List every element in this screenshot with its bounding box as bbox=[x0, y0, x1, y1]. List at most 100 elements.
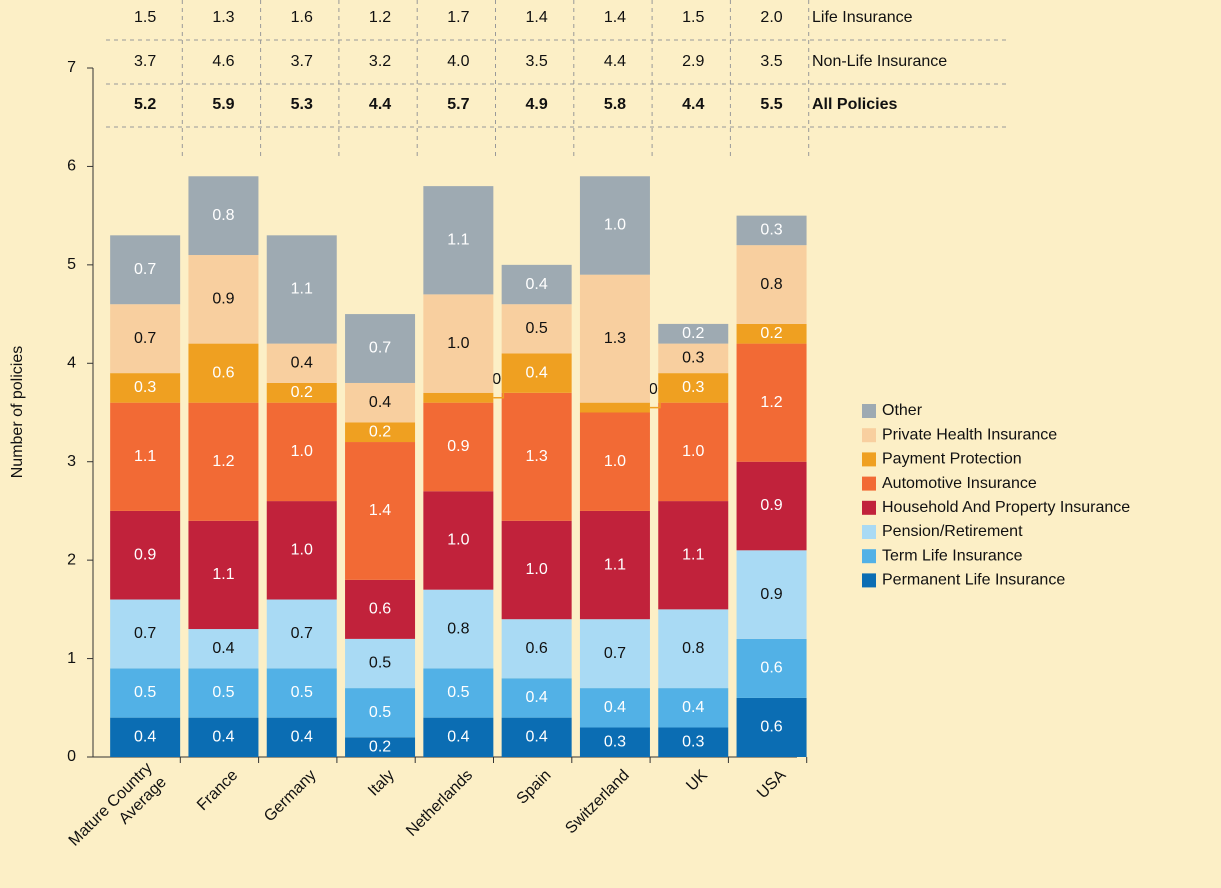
data-label: 0.9 bbox=[134, 546, 156, 563]
data-label: 0.4 bbox=[212, 729, 234, 746]
data-label: 0.2 bbox=[291, 384, 313, 401]
legend-swatch bbox=[862, 404, 876, 418]
data-label: 0.7 bbox=[134, 625, 156, 642]
table-cell: 1.3 bbox=[212, 9, 234, 26]
table-cell: 5.5 bbox=[760, 96, 782, 113]
table-row-label: Life Insurance bbox=[812, 9, 913, 26]
data-label: 0.9 bbox=[212, 291, 234, 308]
bar-segment bbox=[188, 520, 259, 630]
bar-segment bbox=[501, 619, 572, 679]
legend-swatch bbox=[862, 500, 876, 515]
data-label: 1.3 bbox=[526, 448, 548, 465]
bar-segment bbox=[110, 599, 181, 669]
y-tick-label: 4 bbox=[67, 355, 76, 372]
data-label: 0.4 bbox=[526, 689, 548, 706]
legend-label: Automotive Insurance bbox=[882, 475, 1037, 492]
legend-label: Pension/Retirement bbox=[882, 523, 1023, 540]
bar-segment bbox=[188, 343, 259, 403]
x-tick-label: USA bbox=[754, 767, 790, 803]
y-axis-label: Number of policies bbox=[9, 346, 26, 479]
bar-segment bbox=[188, 629, 259, 669]
data-label: 0.4 bbox=[291, 355, 313, 372]
data-label: 1.0 bbox=[291, 443, 313, 460]
bar-segment bbox=[345, 579, 416, 639]
data-label: 0.4 bbox=[369, 394, 391, 411]
legend-swatch bbox=[862, 525, 876, 539]
table-cell: 1.2 bbox=[369, 9, 391, 26]
bar-segment bbox=[501, 304, 572, 354]
bar-segment bbox=[188, 402, 259, 521]
bar-segment bbox=[423, 589, 494, 669]
bar-segment bbox=[266, 343, 337, 383]
legend-swatch bbox=[862, 452, 876, 467]
table-cell: 3.5 bbox=[526, 53, 548, 70]
table-cell: 3.7 bbox=[134, 53, 156, 70]
data-label: 1.0 bbox=[604, 453, 626, 470]
table-cell: 5.9 bbox=[212, 96, 234, 113]
y-tick-label: 3 bbox=[67, 453, 76, 470]
legend-swatch bbox=[862, 573, 876, 588]
data-label: 0.8 bbox=[212, 207, 234, 224]
bar-segment bbox=[423, 491, 494, 590]
data-label: 0.4 bbox=[134, 729, 156, 746]
data-label: 0.7 bbox=[134, 330, 156, 347]
x-tick-label: Germany bbox=[261, 767, 320, 826]
y-tick-label: 7 bbox=[67, 59, 76, 76]
table-cell: 1.5 bbox=[134, 9, 156, 26]
bar-segment bbox=[501, 678, 572, 718]
legend-label: Payment Protection bbox=[882, 451, 1022, 468]
table-cell: 4.4 bbox=[604, 53, 626, 70]
y-tick-label: 5 bbox=[67, 256, 76, 273]
data-label: 1.1 bbox=[604, 556, 626, 573]
bar-segment bbox=[736, 323, 807, 344]
legend-label: Household And Property Insurance bbox=[882, 499, 1130, 516]
bar-segment bbox=[501, 392, 572, 521]
data-label: 0.2 bbox=[369, 423, 391, 440]
bar-segment bbox=[110, 304, 181, 374]
y-tick-label: 6 bbox=[67, 158, 76, 175]
bar-segment bbox=[110, 235, 181, 305]
table-cell: 4.9 bbox=[526, 96, 548, 113]
data-label: 0.9 bbox=[447, 438, 469, 455]
bar-segment bbox=[501, 520, 572, 620]
data-label: 0.3 bbox=[134, 379, 156, 396]
data-label: 0.5 bbox=[526, 320, 548, 337]
data-label: 0.3 bbox=[682, 733, 704, 750]
table-cell: 1.5 bbox=[682, 9, 704, 26]
data-label: 0.4 bbox=[447, 729, 469, 746]
bar-segment bbox=[579, 510, 650, 620]
bar-segment bbox=[579, 176, 650, 275]
y-tick-label: 2 bbox=[67, 551, 76, 568]
data-label: 1.0 bbox=[447, 335, 469, 352]
x-tick-label: Switzerland bbox=[562, 767, 633, 838]
data-label: 0.7 bbox=[369, 340, 391, 357]
bar-segment bbox=[110, 510, 181, 600]
bar-segment bbox=[345, 737, 416, 757]
y-tick-label: 0 bbox=[67, 748, 76, 765]
data-label: 1.1 bbox=[447, 231, 469, 248]
bar-segment bbox=[345, 638, 416, 689]
data-label: 1.1 bbox=[212, 566, 234, 583]
bar-segment bbox=[736, 638, 807, 698]
data-label: 0.4 bbox=[291, 729, 313, 746]
data-label: 0.4 bbox=[526, 276, 548, 293]
table-cell: 5.2 bbox=[134, 96, 156, 113]
data-label: 0.2 bbox=[682, 325, 704, 342]
bar-segment bbox=[188, 717, 259, 757]
data-label: 0.6 bbox=[760, 719, 782, 736]
legend-label: Private Health Insurance bbox=[882, 426, 1057, 443]
data-label: 1.4 bbox=[369, 502, 391, 519]
data-label: 1.2 bbox=[212, 453, 234, 470]
data-label: 0.6 bbox=[369, 601, 391, 618]
data-label: 0.2 bbox=[369, 738, 391, 755]
bar-segment bbox=[345, 442, 416, 580]
bar-segment bbox=[658, 501, 729, 610]
bar-segment bbox=[579, 727, 650, 757]
bar-segment bbox=[345, 314, 416, 383]
table-cell: 4.0 bbox=[447, 53, 469, 70]
bar-segment bbox=[501, 717, 572, 757]
table-cell: 4.4 bbox=[369, 96, 391, 113]
data-label: 0.5 bbox=[447, 684, 469, 701]
bar-segment bbox=[658, 343, 729, 374]
